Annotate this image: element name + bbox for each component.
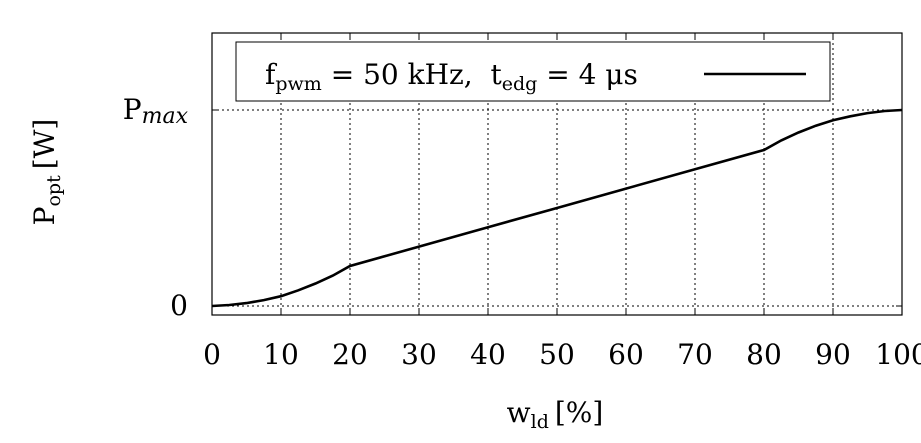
- x-tick-label: 40: [470, 338, 506, 371]
- y-tick-label: 0: [170, 289, 188, 322]
- legend-label: fpwm = 50 kHz, tedg = 4 μs: [265, 58, 638, 95]
- legend: fpwm = 50 kHz, tedg = 4 μs: [235, 41, 831, 102]
- ticks: 0 10 20 30 40 50 60 70 80 90 100 0 Pmax: [123, 33, 921, 371]
- x-tick-label: 80: [746, 338, 782, 371]
- x-tick-label: 50: [539, 338, 575, 371]
- x-tick-label: 70: [677, 338, 713, 371]
- x-tick-label: 30: [401, 338, 437, 371]
- x-tick-label: 90: [815, 338, 851, 371]
- x-tick-label: 60: [608, 338, 644, 371]
- y-axis-label: Popt[W]: [28, 119, 65, 226]
- x-axis-label: wld [%]: [507, 396, 604, 433]
- y-tick-label: Pmax: [123, 93, 189, 129]
- x-tick-label: 20: [332, 338, 368, 371]
- series-line: [211, 108, 903, 308]
- x-tick-label: 100: [875, 338, 921, 371]
- x-tick-label: 10: [263, 338, 299, 371]
- x-tick-label: 0: [203, 338, 221, 371]
- legend-box: [235, 41, 831, 102]
